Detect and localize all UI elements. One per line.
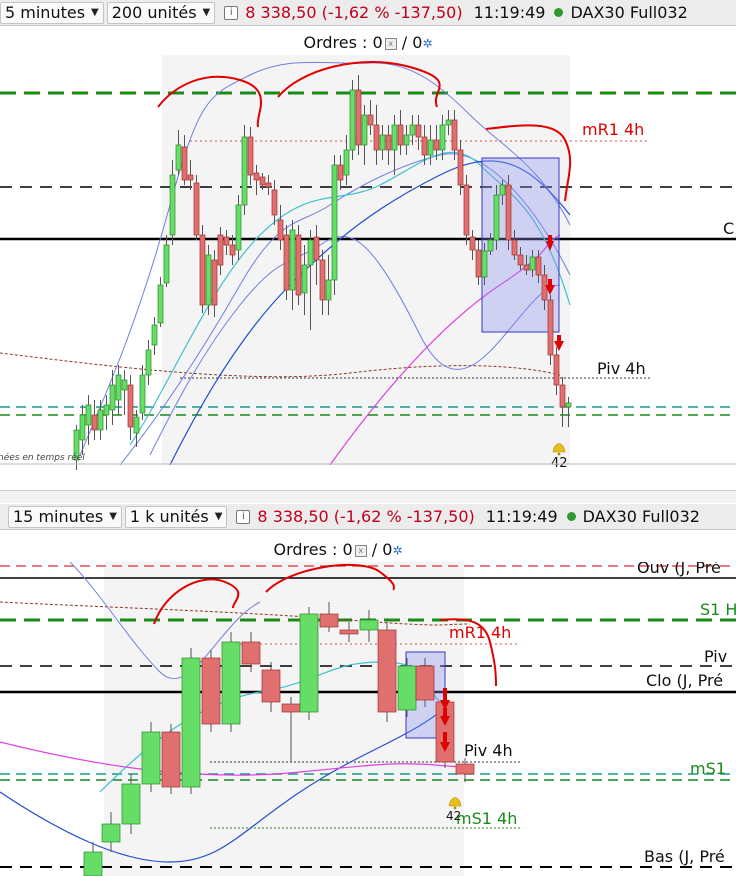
alert-count: 42 xyxy=(446,809,461,823)
bell-icon[interactable] xyxy=(552,443,566,456)
top-chart[interactable]: mR1 4h C Piv 4h nées en temps réel 42 xyxy=(0,55,736,495)
realtime-note: nées en temps réel xyxy=(0,452,85,463)
ms1-label: mS1 4h xyxy=(456,809,517,828)
s1-label: S1 H xyxy=(700,600,736,619)
mr1-label: mR1 4h xyxy=(582,120,644,139)
highlight-box[interactable] xyxy=(481,157,560,333)
bottom-units-label: 1 k unités xyxy=(129,507,209,526)
gear-icon[interactable]: ✲ xyxy=(422,36,433,51)
top-candles xyxy=(73,75,572,470)
top-orders-label: Ordres : 0 xyxy=(303,33,383,52)
bottom-time: 11:19:49 xyxy=(485,507,558,526)
bottom-timeframe-select[interactable]: 15 minutes ▼ xyxy=(8,505,122,528)
bottom-symbol[interactable]: DAX30 Full032 xyxy=(582,507,700,526)
clo-label: C xyxy=(723,219,734,238)
bottom-units-select[interactable]: 1 k unités ▼ xyxy=(124,505,228,528)
bottom-orders-label: Ordres : 0 xyxy=(273,540,353,559)
signal-arrows xyxy=(440,688,450,752)
bas-label: Bas (J, Pré xyxy=(644,847,725,866)
status-dot-icon xyxy=(566,512,576,521)
ouv-label: Ouv (J, Pré xyxy=(637,562,721,577)
top-symbol[interactable]: DAX30 Full032 xyxy=(570,3,688,22)
piv-label: Piv 4h xyxy=(597,359,646,378)
close-orders-icon[interactable]: x xyxy=(384,37,397,50)
clo-label: Clo (J, Pré xyxy=(646,671,723,690)
chevron-down-icon: ▼ xyxy=(202,7,211,18)
chart-session-bg xyxy=(104,562,464,876)
top-timeframe-select[interactable]: 5 minutes ▼ xyxy=(0,1,104,24)
bottom-timeframe-label: 15 minutes xyxy=(13,507,104,526)
bell-icon[interactable] xyxy=(448,797,462,810)
chevron-down-icon: ▼ xyxy=(214,511,223,522)
close-orders-icon[interactable]: x xyxy=(354,544,367,557)
top-timeframe-label: 5 minutes xyxy=(5,3,86,22)
top-orders-b: / 0 xyxy=(401,33,423,52)
bottom-chart[interactable]: Ouv (J, Pré S1 H mR1 4h Piv Clo (J, Pré … xyxy=(0,562,736,876)
piv-right-label: Piv xyxy=(704,647,727,666)
signal-arrows xyxy=(545,235,564,351)
piv-label: Piv 4h xyxy=(464,741,513,760)
status-dot-icon xyxy=(554,8,564,17)
top-quote: 8 338,50 (-1,62 % -137,50) xyxy=(245,3,463,22)
top-units-label: 200 unités xyxy=(111,3,197,22)
bottom-quote: 8 338,50 (-1,62 % -137,50) xyxy=(257,507,475,526)
top-units-select[interactable]: 200 unités ▼ xyxy=(106,1,216,24)
bottom-toolbar: 15 minutes ▼ 1 k unités ▼ i 8 338,50 (-1… xyxy=(0,504,736,530)
info-icon[interactable]: i xyxy=(224,5,239,20)
mr1-label: mR1 4h xyxy=(449,623,511,642)
gear-icon[interactable]: ✲ xyxy=(392,543,403,558)
chevron-down-icon: ▼ xyxy=(109,511,117,522)
info-icon[interactable]: i xyxy=(236,509,251,524)
top-toolbar: 5 minutes ▼ 200 unités ▼ i 8 338,50 (-1,… xyxy=(0,0,736,26)
top-time: 11:19:49 xyxy=(473,3,546,22)
chevron-down-icon: ▼ xyxy=(91,7,99,18)
bottom-orders-b: / 0 xyxy=(371,540,393,559)
panel-separator[interactable] xyxy=(0,490,736,503)
ms1-right-label: mS1 xyxy=(690,759,726,778)
